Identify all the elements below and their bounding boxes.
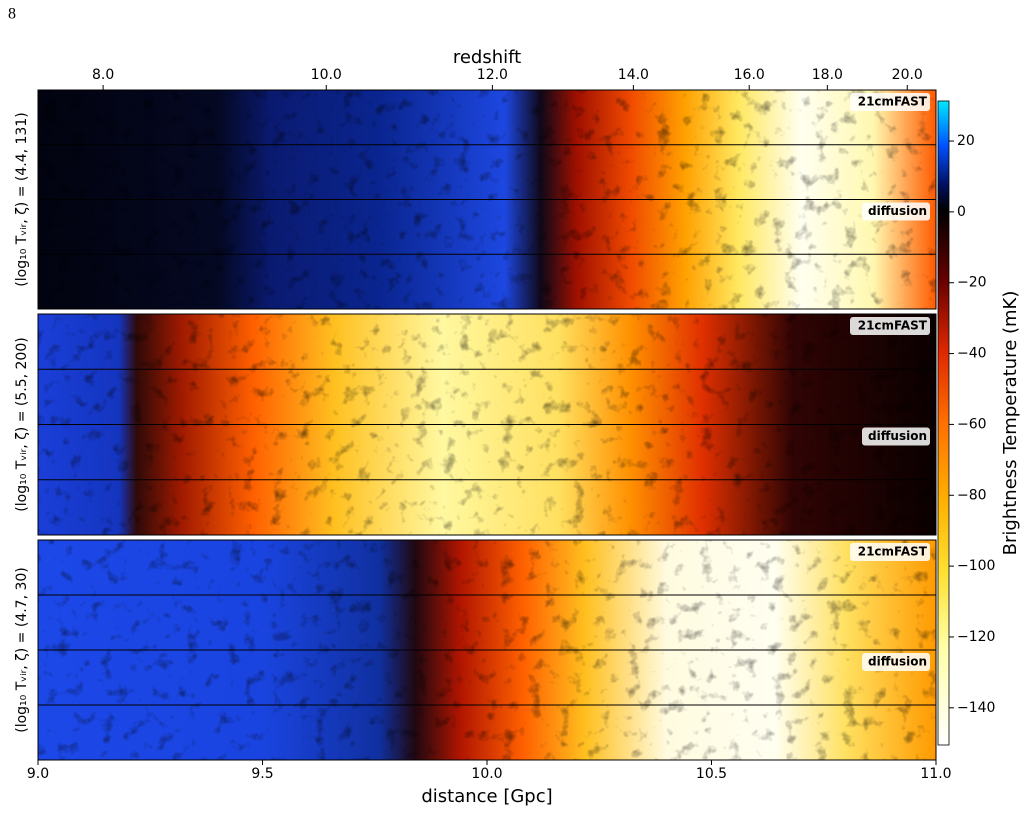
colorbar-tick-label: 20 (957, 133, 975, 149)
colorbar-tick-label: −20 (957, 275, 987, 291)
x-tick-label: 10.5 (696, 766, 727, 782)
sim-label-box (862, 653, 930, 671)
sim-label: diffusion (868, 204, 927, 218)
top-tick-label: 12.0 (477, 67, 508, 83)
x-tick-label: 10.0 (471, 766, 502, 782)
sim-label: diffusion (868, 429, 927, 443)
colorbar-tick-label: 0 (957, 204, 966, 220)
sim-label-box (850, 93, 930, 111)
panel-frame (37, 89, 937, 310)
sim-label: 21cmFAST (858, 319, 928, 333)
top-tick-label: 16.0 (734, 67, 765, 83)
top-tick-label: 8.0 (92, 67, 114, 83)
x-axis-label: distance [Gpc] (421, 786, 552, 807)
row-label: (log₁₀ Tᵥᵢᵣ, ζ) = (4.4, 131) (14, 112, 30, 286)
sim-label: 21cmFAST (858, 95, 928, 109)
sim-label: diffusion (868, 655, 927, 669)
top-tick-label: 18.0 (812, 67, 843, 83)
colorbar-tick-label: −100 (957, 558, 995, 574)
colorbar-tick-label: −60 (957, 416, 987, 432)
row-label: (log₁₀ Tᵥᵢᵣ, ζ) = (4.7, 30) (14, 567, 30, 733)
x-tick-label: 9.5 (251, 766, 273, 782)
colorbar-tick-label: −80 (957, 487, 987, 503)
sim-label-box (862, 202, 930, 221)
colorbar-tick-label: −140 (957, 700, 995, 716)
colorbar-label: Brightness Temperature (mK) (1000, 291, 1021, 556)
sim-label-box (850, 317, 930, 335)
panel-frame (37, 313, 937, 536)
sim-label-box (862, 427, 930, 446)
sim-label-box (850, 543, 930, 561)
top-tick-label: 20.0 (892, 67, 923, 83)
top-tick-label: 10.0 (311, 67, 342, 83)
colorbar-tick-label: −120 (957, 629, 995, 645)
colorbar (937, 100, 950, 746)
sim-label: 21cmFAST (858, 545, 928, 559)
x-tick-label: 9.0 (27, 766, 49, 782)
page-number: 8 (8, 6, 16, 23)
top-axis-label: redshift (453, 47, 521, 68)
top-tick-label: 14.0 (618, 67, 649, 83)
x-tick-label: 11.0 (920, 766, 951, 782)
colorbar-tick-label: −40 (957, 346, 987, 362)
row-label: (log₁₀ Tᵥᵢᵣ, ζ) = (5.5, 200) (14, 337, 30, 511)
